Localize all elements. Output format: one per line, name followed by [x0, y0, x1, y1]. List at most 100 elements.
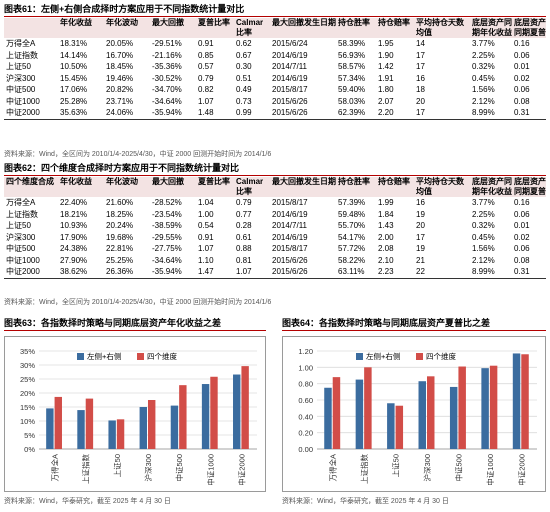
chart64-title-rule [282, 330, 546, 332]
table-cell: 0.06 [514, 244, 530, 253]
table-cell: 1.91 [378, 73, 394, 83]
table-cell: 17.06% [60, 85, 88, 94]
table-cell: 14.14% [60, 50, 88, 60]
table-cell: 25.28% [60, 96, 88, 106]
y-tick-label: 1.20 [298, 347, 313, 356]
bar-left-right [481, 368, 489, 449]
table-cell: 55.70% [338, 221, 366, 230]
table-cell: 17 [416, 50, 425, 60]
table61-title: 图表61：左侧+右侧合成择时方案应用于不同指数统计量对比 [4, 4, 245, 14]
header-cell: 夏普比率 [198, 177, 230, 186]
table-cell: -21.16% [152, 50, 182, 60]
bar-left-right [201, 384, 210, 449]
header-cell: 持仓胜率 [338, 177, 370, 186]
bar-left-right [77, 410, 85, 449]
header-cell: 最大回撤 [152, 18, 184, 27]
header-cell: 平均持仓天数均值 [416, 18, 464, 37]
table-cell: 1.56% [472, 244, 495, 253]
chart63-source: 资料来源：Wind，华泰研究，截至 2025 年 4 月 30 日 [4, 498, 171, 505]
table-cell: 2015/8/17 [272, 85, 308, 94]
header-cell: 底层资产同期年化收益 [472, 18, 512, 37]
table-cell: 16.70% [106, 50, 134, 60]
bar-left-right [324, 387, 332, 449]
table-cell: 21.60% [106, 198, 134, 207]
table-header: 四个维度合成 年化收益 年化波动 最大回撤 夏普比率 Calmar 比率 最大回撤发生日期持… [4, 177, 546, 197]
table-cell: 0.01 [514, 62, 530, 71]
table-cell: 0.16 [514, 39, 530, 48]
table-cell: 2014/6/19 [272, 73, 308, 83]
x-tick-label: 上证50 [113, 454, 122, 477]
table-cell: 2014/6/19 [272, 232, 308, 242]
header-cell: 四个维度合成 [6, 177, 54, 186]
x-tick-label: 万得全A [50, 454, 60, 482]
x-tick-label: 沪深300 [143, 454, 153, 482]
table-cell: 24.06% [106, 108, 134, 117]
bar-left-right [108, 420, 116, 449]
bar-four-dims [395, 405, 404, 449]
bar-four-dims [148, 400, 156, 449]
table-cell: 0.06 [514, 85, 530, 94]
bar-four-dims [458, 366, 466, 449]
table-cell: 0.67 [236, 50, 252, 60]
table-cell: -35.94% [152, 108, 182, 117]
bar-left-right [449, 386, 458, 449]
table-cell: 中证2000 [6, 108, 40, 117]
table-cell: 0.54 [198, 221, 214, 230]
table-cell: 0.28 [236, 221, 252, 230]
x-tick-label: 沪深300 [422, 454, 432, 482]
table-cell: 沪深300 [6, 232, 36, 242]
table-cell: 20 [416, 96, 425, 106]
table-cell: 16 [416, 198, 425, 207]
table-cell: 1.84 [378, 209, 394, 219]
header-cell: 底层资产同期夏普 [514, 177, 546, 196]
table-cell: 2014/6/19 [272, 50, 308, 60]
chart63-svg: 0% 5% 10% 15% 20% 25% 30% 35% 万得全A 上证指数 上证50 沪深300 中… [20, 347, 257, 486]
table-cell: 上证指数 [6, 209, 38, 219]
table-cell: 2.12% [472, 255, 495, 265]
legend-label: 左侧+右侧 [87, 351, 121, 361]
table-row: 中证2000 35.63% 24.06% -35.94% 1.48 0.99 2015/6/… [4, 107, 546, 119]
table-cell: 57.34% [338, 73, 366, 83]
table-cell: 0.31 [514, 267, 530, 276]
table-cell: 2.25% [472, 209, 495, 219]
table-cell: 19 [416, 244, 425, 253]
bar-four-dims [521, 354, 529, 449]
table-cell: 17 [416, 232, 425, 242]
header-cell: 夏普比率 [198, 18, 230, 27]
table-cell: 1.07 [236, 267, 252, 276]
table-cell: 0.32% [472, 221, 495, 230]
header-cell: 底层资产同期年化收益 [472, 177, 512, 196]
header-cell: 最大回撤 [152, 177, 184, 186]
legend-swatch [77, 353, 84, 360]
bar-four-dims [489, 365, 498, 449]
table-cell: 0.85 [198, 50, 214, 60]
header-cell: 年化收益 [60, 177, 92, 186]
table-cell: 17.90% [60, 232, 88, 242]
bar-four-dims [241, 366, 249, 449]
table-cell: -38.59% [152, 221, 182, 230]
chart63-title: 图表63：各指数择时策略与同期底层资产年化收益之差 [4, 318, 222, 328]
table-cell: 0.82 [198, 85, 214, 94]
header-cell: 底层资产同期夏普 [514, 18, 546, 37]
table-row: 上证50 10.93% 20.24% -38.59% 0.54 0.28 2014/7/11… [4, 220, 546, 232]
table-cell: 1.07 [198, 96, 214, 106]
header-cell: 持仓赔率 [378, 18, 410, 27]
table-cell: 20.82% [106, 85, 134, 94]
table-cell: 0.02 [514, 232, 530, 242]
header-cell: 最大回撤发生日期 [272, 18, 336, 27]
table-row: 中证500 24.38% 22.81% -27.75% 1.07 0.88 2015/8/1… [4, 243, 546, 255]
chart63-frame: 0% 5% 10% 15% 20% 25% 30% 35% 万得全A 上证指数 上证50 沪深300 中… [4, 336, 266, 492]
table-cell: 0.06 [514, 209, 530, 219]
table-cell: 0.31 [514, 108, 530, 117]
table-cell: 18.31% [60, 39, 88, 48]
table-cell: -35.36% [152, 62, 182, 71]
table61: 年化收益 年化波动 最大回撤 夏普比率 Calmar 比率 最大回撤发生日期 持仓胜率 持仓赔… [4, 18, 546, 120]
table-cell: 0.16 [514, 198, 530, 207]
table-cell: 1.48 [198, 108, 214, 117]
table-cell: 2014/7/11 [272, 62, 307, 71]
table-cell: 2015/8/17 [272, 244, 308, 253]
legend-swatch [137, 353, 144, 360]
table-cell: 3.77% [472, 198, 495, 207]
table-cell: 58.22% [338, 255, 366, 265]
bar-left-right [139, 407, 147, 449]
